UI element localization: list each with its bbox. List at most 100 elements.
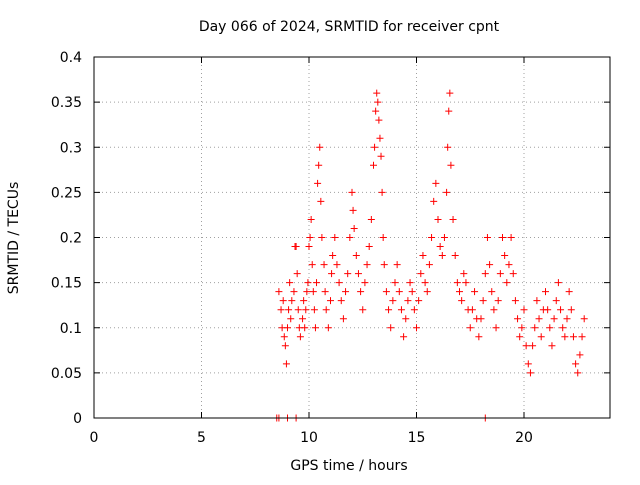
data-point xyxy=(329,252,337,260)
data-point xyxy=(443,188,451,196)
x-tick-label: 0 xyxy=(90,430,99,446)
data-point xyxy=(430,197,438,205)
data-point xyxy=(542,288,549,296)
data-point xyxy=(344,270,352,278)
data-point xyxy=(311,324,319,332)
data-point xyxy=(563,315,571,323)
x-tick-label: 20 xyxy=(515,430,533,446)
data-point xyxy=(415,297,423,305)
data-point xyxy=(349,206,357,214)
data-point xyxy=(307,215,315,223)
data-point xyxy=(303,288,311,296)
data-point xyxy=(428,234,436,241)
data-point xyxy=(516,333,524,341)
data-point xyxy=(468,306,476,314)
data-point xyxy=(561,333,569,341)
data-point xyxy=(371,143,379,151)
data-point xyxy=(337,297,345,305)
data-point xyxy=(314,179,322,187)
data-point xyxy=(324,324,332,332)
data-point xyxy=(320,261,328,269)
data-point xyxy=(419,252,427,260)
data-point xyxy=(281,342,289,350)
data-point xyxy=(277,306,285,314)
data-point xyxy=(511,297,519,305)
data-point xyxy=(554,279,562,287)
data-point xyxy=(302,306,310,314)
data-point xyxy=(350,224,358,232)
data-point xyxy=(290,288,298,296)
data-point xyxy=(456,288,463,296)
data-point xyxy=(458,297,466,305)
data-point xyxy=(367,215,375,223)
data-point xyxy=(287,315,295,323)
data-point xyxy=(413,324,420,332)
data-point xyxy=(501,252,509,260)
data-point xyxy=(308,261,316,269)
data-point xyxy=(514,315,522,323)
data-point xyxy=(432,179,440,187)
data-point xyxy=(438,252,446,260)
data-point xyxy=(363,261,371,269)
data-point xyxy=(375,116,383,124)
data-point xyxy=(391,279,399,287)
data-point xyxy=(285,306,293,314)
data-point xyxy=(286,279,294,287)
data-point xyxy=(387,324,395,332)
data-point xyxy=(494,297,502,305)
y-tick-label: 0.25 xyxy=(51,185,82,201)
data-point xyxy=(288,297,296,305)
data-point xyxy=(395,288,403,296)
data-point xyxy=(310,306,318,314)
data-point xyxy=(537,333,545,341)
data-point xyxy=(531,324,539,332)
data-point xyxy=(503,279,511,287)
data-point xyxy=(559,324,567,332)
chart-title: Day 066 of 2024, SRMTID for receiver cpn… xyxy=(199,19,500,35)
data-series xyxy=(273,89,588,422)
data-point xyxy=(354,270,362,278)
data-point xyxy=(378,188,386,196)
data-point xyxy=(333,261,341,269)
data-point xyxy=(377,152,385,160)
data-point xyxy=(574,369,582,377)
data-point xyxy=(486,261,494,269)
data-point xyxy=(444,143,452,151)
data-point xyxy=(509,270,517,278)
data-point xyxy=(453,279,461,287)
data-point xyxy=(567,306,575,314)
data-point xyxy=(346,234,354,241)
data-point xyxy=(578,333,586,341)
plot-frame xyxy=(93,56,611,419)
data-point xyxy=(565,288,573,296)
data-point xyxy=(572,360,580,368)
data-point xyxy=(284,324,291,332)
data-point xyxy=(576,351,584,359)
y-tick-label: 0.35 xyxy=(51,95,82,111)
data-point xyxy=(373,89,381,97)
data-point xyxy=(335,279,343,287)
data-point xyxy=(305,243,313,251)
data-point xyxy=(410,306,418,314)
data-point xyxy=(328,270,336,278)
data-point xyxy=(417,270,425,278)
data-point xyxy=(352,252,360,260)
data-point xyxy=(490,306,498,314)
data-point xyxy=(569,333,577,341)
data-point xyxy=(535,315,543,323)
data-point xyxy=(481,270,489,278)
data-point xyxy=(421,279,429,287)
data-point xyxy=(466,324,474,332)
data-point xyxy=(406,279,414,287)
data-point xyxy=(479,297,487,305)
data-point xyxy=(436,243,444,251)
data-point xyxy=(483,234,491,241)
data-point xyxy=(400,333,408,341)
data-point xyxy=(533,297,541,305)
grid xyxy=(94,57,610,418)
y-tick-label: 0.3 xyxy=(60,140,82,156)
data-point xyxy=(423,288,431,296)
data-point xyxy=(393,261,401,269)
data-point xyxy=(374,98,382,106)
data-point xyxy=(279,297,287,305)
